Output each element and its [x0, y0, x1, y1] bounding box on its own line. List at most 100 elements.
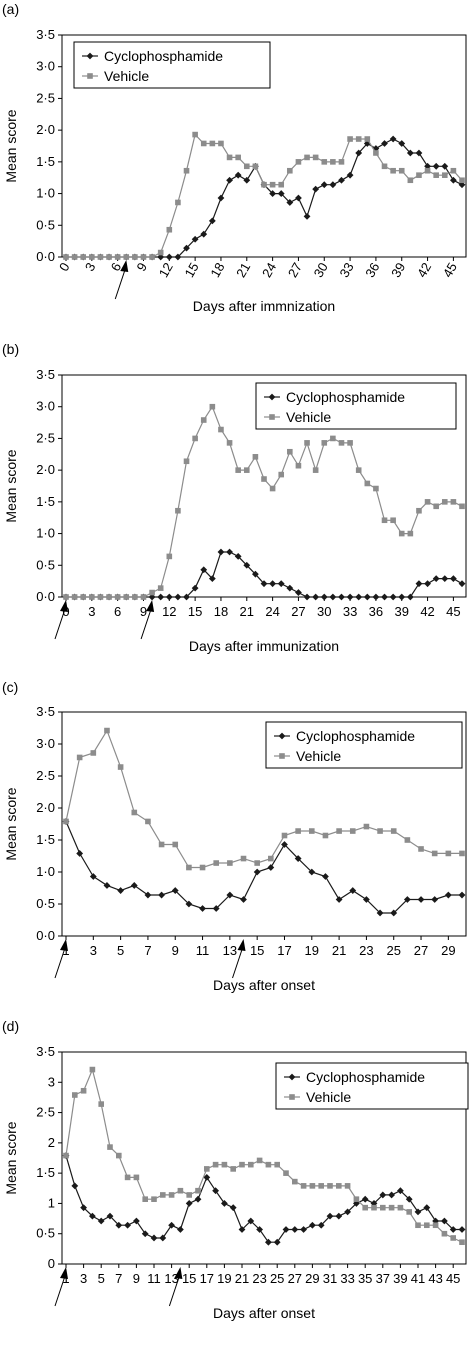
data-point-cyclophosphamide: [397, 1187, 404, 1195]
data-point-cyclophosphamide: [234, 171, 242, 179]
data-point-vehicle: [104, 727, 110, 734]
data-point-cyclophosphamide: [286, 584, 294, 592]
series-line-cyclophosphamide: [65, 1155, 462, 1243]
data-point-cyclophosphamide: [260, 580, 268, 588]
data-point-vehicle: [398, 530, 405, 537]
data-point-cyclophosphamide: [247, 1217, 255, 1225]
data-point-cyclophosphamide: [89, 1212, 96, 1220]
data-point-cyclophosphamide: [183, 244, 190, 252]
data-point-vehicle: [300, 1183, 307, 1189]
data-point-vehicle: [213, 860, 220, 866]
data-point-cyclophosphamide: [303, 213, 311, 220]
data-point-cyclophosphamide: [191, 235, 199, 243]
series-line-vehicle: [66, 405, 463, 598]
data-point-cyclophosphamide: [458, 580, 466, 588]
data-point-vehicle: [336, 1183, 342, 1189]
x-axis-title: Days after onset: [213, 1305, 315, 1321]
data-point-vehicle: [186, 864, 192, 871]
x-tick-label: 23: [359, 943, 373, 958]
data-point-vehicle: [432, 1222, 439, 1229]
data-point-cyclophosphamide: [346, 171, 354, 179]
data-point-cyclophosphamide: [291, 1226, 299, 1233]
data-point-cyclophosphamide: [238, 1226, 246, 1233]
data-point-vehicle: [106, 254, 112, 260]
data-point-vehicle: [424, 1222, 430, 1229]
data-point-cyclophosphamide: [226, 176, 233, 184]
data-point-vehicle: [131, 809, 138, 816]
data-point-vehicle: [287, 167, 293, 174]
data-point-cyclophosphamide: [335, 1212, 343, 1220]
data-point-vehicle: [145, 818, 151, 825]
y-tick-label: 3·5: [36, 367, 55, 382]
x-tick-label: 45: [446, 1271, 460, 1286]
y-tick-label: 0·0: [36, 589, 55, 604]
treatment-arrow-head: [60, 1267, 68, 1279]
data-point-vehicle: [459, 850, 465, 857]
x-tick-label: 42: [420, 604, 434, 619]
x-tick-label: 19: [305, 943, 319, 958]
data-point-vehicle: [71, 594, 78, 600]
data-point-vehicle: [322, 832, 329, 839]
data-point-cyclophosphamide: [89, 873, 97, 880]
data-point-cyclophosphamide: [165, 593, 173, 601]
x-tick-label: 27: [285, 260, 305, 280]
data-point-cyclophosphamide: [200, 566, 208, 574]
data-point-vehicle: [97, 254, 104, 260]
data-point-cyclophosphamide: [317, 1221, 325, 1229]
data-point-cyclophosphamide: [124, 1221, 131, 1229]
x-tick-label: 13: [223, 943, 237, 958]
data-point-cyclophosphamide: [355, 593, 363, 601]
data-point-vehicle: [149, 254, 155, 260]
data-point-vehicle: [336, 828, 342, 834]
treatment-arrow-shaft: [232, 947, 243, 979]
x-tick-label: 30: [317, 604, 331, 619]
data-point-cyclophosphamide: [144, 891, 152, 899]
data-point-cyclophosphamide: [281, 841, 288, 848]
data-point-vehicle: [312, 154, 319, 161]
data-point-vehicle: [381, 517, 388, 524]
data-point-cyclophosphamide: [372, 593, 380, 601]
treatment-arrow-head: [60, 600, 68, 612]
data-point-vehicle: [98, 1101, 104, 1107]
data-point-vehicle: [243, 467, 250, 473]
data-point-vehicle: [349, 828, 356, 834]
data-point-cyclophosphamide: [251, 570, 259, 578]
plot-frame: [61, 34, 467, 258]
data-point-vehicle: [398, 167, 405, 174]
y-tick-label: 3·5: [36, 704, 55, 719]
data-point-cyclophosphamide: [267, 864, 275, 871]
data-point-cyclophosphamide: [444, 891, 452, 899]
legend-swatch-marker: [86, 52, 94, 60]
data-point-cyclophosphamide: [432, 575, 440, 583]
y-tick-label: 0·5: [36, 896, 55, 911]
x-tick-label: 25: [386, 943, 400, 958]
data-point-vehicle: [218, 426, 224, 433]
data-point-cyclophosphamide: [203, 1173, 211, 1181]
data-point-vehicle: [226, 440, 233, 446]
legend-swatch-marker: [268, 393, 276, 401]
x-tick-label: 27: [414, 943, 428, 958]
treatment-arrow-head: [174, 1267, 183, 1279]
y-tick-label: 1·0: [36, 186, 55, 201]
legend-box: [73, 41, 271, 89]
data-point-vehicle: [459, 503, 465, 510]
data-point-vehicle: [327, 1183, 333, 1189]
data-point-vehicle: [80, 1087, 87, 1094]
plot-frame: [61, 1051, 467, 1265]
data-point-vehicle: [248, 1161, 254, 1168]
data-point-cyclophosphamide: [388, 1191, 395, 1199]
data-point-vehicle: [390, 167, 396, 174]
data-point-cyclophosphamide: [335, 896, 343, 903]
chart-panel-1: (b)0·00·51·01·52·02·53·03·50369121518212…: [2, 341, 467, 654]
y-tick-label: 3·5: [36, 27, 55, 42]
data-point-vehicle: [133, 1174, 140, 1181]
x-tick-label: 33: [336, 260, 356, 280]
data-point-cyclophosphamide: [431, 896, 439, 903]
x-tick-label: 15: [188, 604, 202, 619]
data-point-vehicle: [397, 1204, 404, 1211]
data-point-vehicle: [97, 594, 104, 600]
data-point-cyclophosphamide: [165, 253, 173, 261]
legend-box: [255, 382, 457, 430]
data-point-vehicle: [261, 476, 267, 482]
